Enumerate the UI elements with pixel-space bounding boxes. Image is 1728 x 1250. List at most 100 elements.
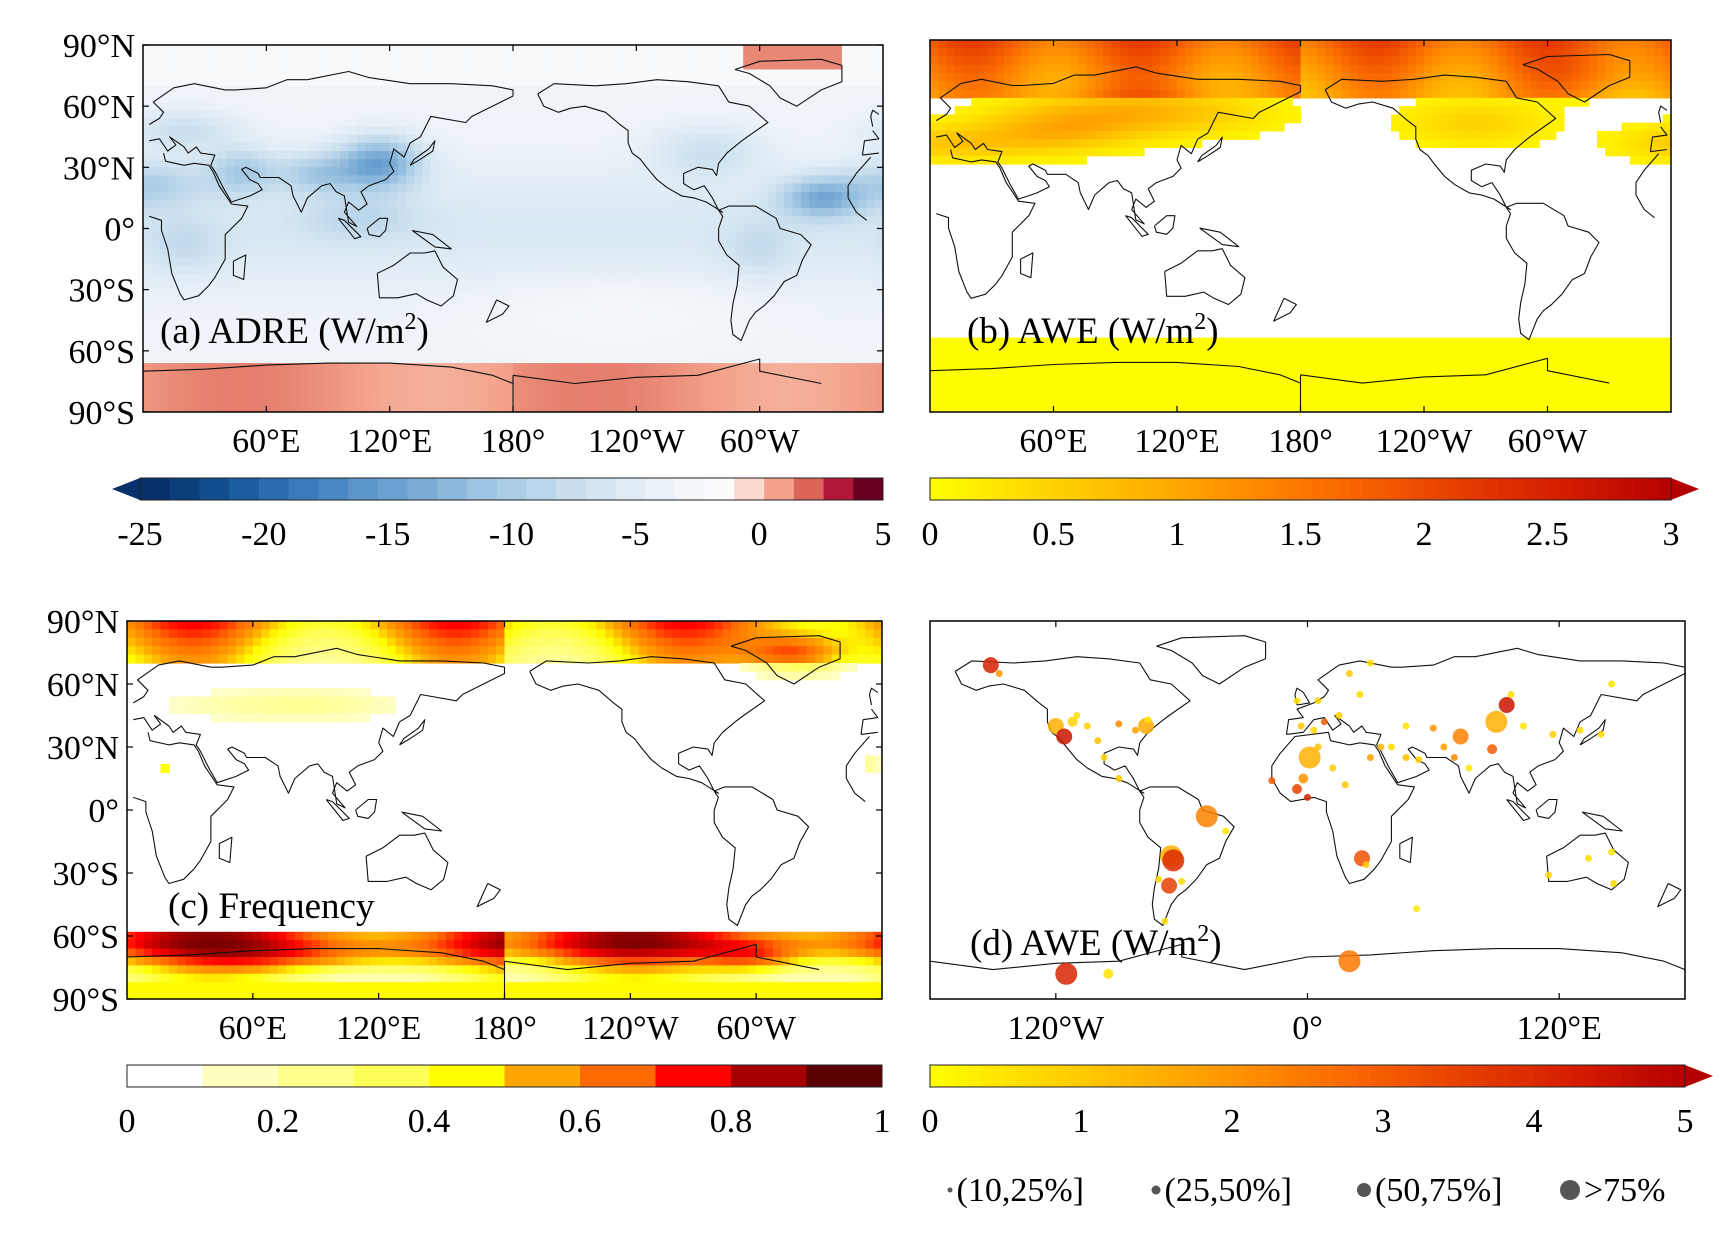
grid-cell-a [521, 85, 531, 95]
grid-cell-a [430, 191, 440, 201]
grid-cell-a [414, 395, 424, 405]
grid-cell-a [636, 248, 646, 258]
grid-cell-b [1069, 64, 1079, 74]
grid-cell-a [430, 61, 440, 71]
grid-cell-a [307, 395, 317, 405]
grid-cell-a [299, 395, 309, 405]
grid-cell-a [307, 248, 317, 258]
grid-cell-a [167, 159, 177, 168]
grid-cell-a [628, 387, 637, 397]
grid-cell-a [726, 126, 736, 136]
grid-cell-a [784, 110, 794, 119]
grid-cell-a [743, 240, 753, 250]
grid-cell-b [1605, 89, 1614, 99]
grid-cell-a [208, 216, 218, 226]
grid-cell-a [513, 208, 522, 217]
grid-cell-a [619, 346, 629, 356]
grid-cell-a [874, 191, 883, 201]
grid-cell-a [685, 53, 695, 62]
grid-cell-a [151, 330, 161, 340]
grid-cell-a [619, 53, 629, 62]
grid-cell-a [784, 232, 794, 242]
grid-cell-a [381, 191, 391, 201]
grid-cell-a [545, 110, 555, 119]
grid-cell-a [397, 183, 407, 193]
grid-cell-a [365, 216, 374, 226]
grid-cell-a [792, 240, 802, 250]
grid-cell-a [307, 134, 317, 144]
grid-cell-a [439, 395, 448, 405]
grid-cell-a [439, 273, 448, 283]
grid-cell-a [718, 297, 728, 307]
grid-cell-a [488, 167, 498, 177]
grid-cell-b [1045, 73, 1055, 82]
grid-cell-a [389, 232, 399, 242]
grid-cell-a [406, 126, 415, 136]
grid-cell-a [817, 338, 827, 348]
grid-cell-a [570, 371, 580, 380]
grid-cell-a [249, 338, 259, 348]
grid-cell-a [167, 354, 177, 364]
grid-cell-b [930, 81, 939, 91]
grid-cell-a [488, 77, 498, 87]
grid-cell-a [578, 346, 588, 356]
grid-cell-b [1193, 48, 1203, 58]
grid-cell-a [488, 257, 498, 266]
grid-cell-a [521, 330, 531, 340]
grid-cell-a [693, 354, 703, 364]
grid-cell-a [554, 77, 563, 87]
grid-cell-a [529, 330, 539, 340]
grid-cell-a [636, 265, 646, 274]
grid-cell-a [570, 403, 580, 412]
grid-cell-a [537, 248, 547, 258]
grid-cell-a [430, 314, 440, 323]
grid-cell-b [1012, 89, 1022, 99]
grid-cell-a [299, 93, 309, 103]
grid-cell-b [1555, 56, 1565, 66]
grid-cell-a [217, 305, 226, 315]
grid-cell-a [652, 77, 662, 87]
grid-cell-b [1300, 81, 1310, 91]
grid-cell-a [340, 305, 350, 315]
grid-cell-a [471, 199, 481, 209]
grid-cell-b [1448, 40, 1458, 49]
grid-cell-b [1498, 89, 1507, 99]
grid-cell-a [225, 93, 235, 103]
grid-cell-a [850, 314, 859, 323]
grid-cell-b [1111, 56, 1120, 66]
grid-cell-a [587, 281, 596, 291]
grid-cell-a [249, 224, 259, 234]
grid-cell-a [521, 175, 531, 185]
grid-cell-a [562, 273, 572, 283]
grid-cell-a [784, 305, 794, 315]
grid-cell-a [315, 257, 325, 266]
grid-cell-a [554, 216, 563, 226]
grid-cell-a [735, 257, 744, 266]
grid-cell-a [603, 199, 613, 209]
grid-cell-a [356, 134, 366, 144]
grid-cell-b [1242, 97, 1252, 107]
grid-cell-a [200, 61, 210, 71]
grid-cell-a [661, 257, 670, 266]
grid-cell-a [291, 69, 300, 79]
grid-cell-a [389, 297, 399, 307]
grid-cell-a [784, 338, 794, 348]
grid-cell-a [726, 102, 736, 111]
grid-cell-a [332, 216, 341, 226]
grid-cell-a [735, 110, 744, 119]
grid-cell-b [1448, 97, 1458, 107]
grid-cell-b [1177, 122, 1186, 132]
grid-cell-a [241, 93, 251, 103]
grid-cell-a [644, 45, 654, 54]
grid-cell-a [406, 387, 415, 397]
grid-cell-b [1489, 89, 1499, 99]
grid-cell-a [439, 77, 448, 87]
grid-cell-a [455, 53, 465, 62]
grid-cell-a [595, 175, 605, 185]
grid-cell-a [151, 248, 161, 258]
grid-cell-a [406, 289, 415, 299]
grid-cell-b [1135, 56, 1145, 66]
grid-cell-b [1094, 81, 1104, 91]
grid-cell-a [167, 93, 177, 103]
grid-cell-b [1654, 73, 1664, 82]
